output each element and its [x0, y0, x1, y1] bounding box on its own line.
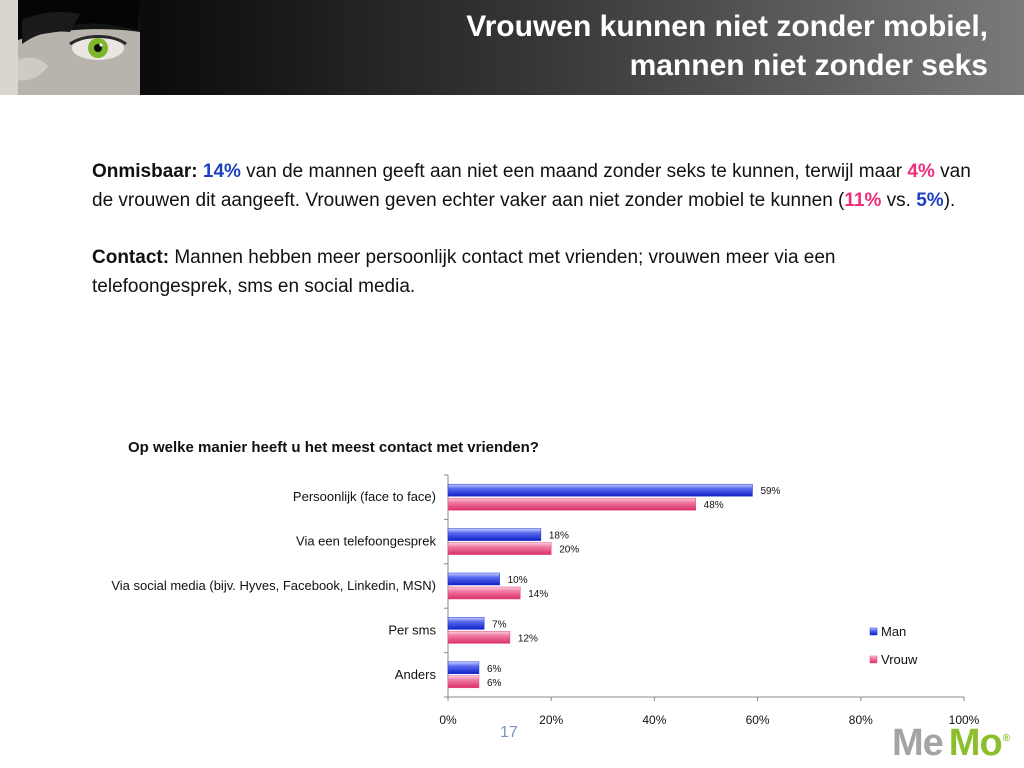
title-line-1: Vrouwen kunnen niet zonder mobiel, — [466, 10, 988, 43]
data-label: 48% — [704, 500, 724, 511]
x-tick-label: 60% — [746, 713, 770, 727]
data-label: 12% — [518, 633, 538, 644]
bar-man — [447, 528, 542, 541]
data-label: 20% — [559, 545, 579, 556]
logo-me: Me — [892, 722, 944, 764]
bar-man — [447, 572, 500, 586]
category-label: Anders — [395, 667, 437, 682]
x-tick-label: 40% — [642, 713, 666, 727]
logo-mo: Mo — [948, 722, 1003, 764]
category-label: Via social media (bijv. Hyves, Facebook,… — [111, 578, 436, 593]
paragraph-onmisbaar: Onmisbaar: 14% van de mannen geeft aan n… — [92, 157, 972, 215]
label-contact: Contact: — [92, 247, 170, 268]
category-label: Persoonlijk (face to face) — [293, 489, 436, 504]
memo-logo: Me Mo® — [892, 722, 1010, 765]
data-label: 7% — [492, 619, 507, 630]
chart-contact-methods: Op welke manier heeft u het meest contac… — [0, 420, 1024, 735]
bar-vrouw — [447, 542, 552, 555]
data-label: 6% — [487, 678, 502, 689]
data-label: 14% — [528, 589, 548, 600]
text-part-1: van de mannen geeft aan niet een maand z… — [240, 161, 908, 182]
paragraph-contact: Contact: Mannen hebben meer persoonlijk … — [92, 243, 972, 301]
value-women-mobile: 11% — [844, 190, 882, 211]
category-label: Via een telefoongesprek — [296, 534, 436, 549]
title-line-2: mannen niet zonder seks — [629, 49, 988, 82]
data-label: 18% — [549, 531, 569, 542]
header-bar: Vrouwen kunnen niet zonder mobiel, manne… — [0, 0, 1024, 95]
x-tick-label: 100% — [949, 713, 980, 727]
bar-chart-svg: Op welke manier heeft u het meest contac… — [111, 439, 980, 727]
legend-label-vrouw: Vrouw — [881, 652, 918, 667]
face-photo — [0, 0, 160, 95]
contact-text: Mannen hebben meer persoonlijk contact m… — [92, 247, 836, 297]
x-tick-label: 20% — [539, 713, 563, 727]
bar-vrouw — [447, 631, 511, 644]
chart-title: Op welke manier heeft u het meest contac… — [128, 439, 539, 456]
data-label: 59% — [760, 486, 780, 497]
data-label: 10% — [508, 575, 528, 586]
text-part-3: vs. — [881, 190, 917, 211]
text-part-4: ). — [943, 190, 956, 211]
data-label: 6% — [487, 664, 502, 675]
value-women-seks: 4% — [907, 161, 935, 182]
bar-man — [447, 483, 753, 497]
bar-vrouw — [447, 586, 521, 600]
text-part-2: van de vrouwen dit aangeeft. Vrouwen gev… — [92, 161, 971, 211]
bar-vrouw — [447, 675, 480, 689]
bar-man — [447, 661, 480, 675]
legend-label-man: Man — [881, 624, 906, 639]
value-men-seks: 14% — [202, 161, 241, 182]
page-number: 17 — [500, 724, 518, 741]
body-text: Onmisbaar: 14% van de mannen geeft aan n… — [92, 157, 972, 329]
logo-registered-mark: ® — [1002, 733, 1010, 745]
x-tick-label: 0% — [439, 713, 457, 727]
page-title: Vrouwen kunnen niet zonder mobiel, manne… — [288, 7, 988, 85]
bar-vrouw — [447, 497, 696, 511]
legend-swatch-man — [869, 627, 878, 636]
x-tick-label: 80% — [849, 713, 873, 727]
value-men-mobile: 5% — [916, 190, 944, 211]
bar-man — [447, 617, 485, 630]
label-onmisbaar: Onmisbaar: — [92, 161, 198, 182]
legend-swatch-vrouw — [869, 655, 878, 664]
category-label: Per sms — [388, 622, 436, 637]
